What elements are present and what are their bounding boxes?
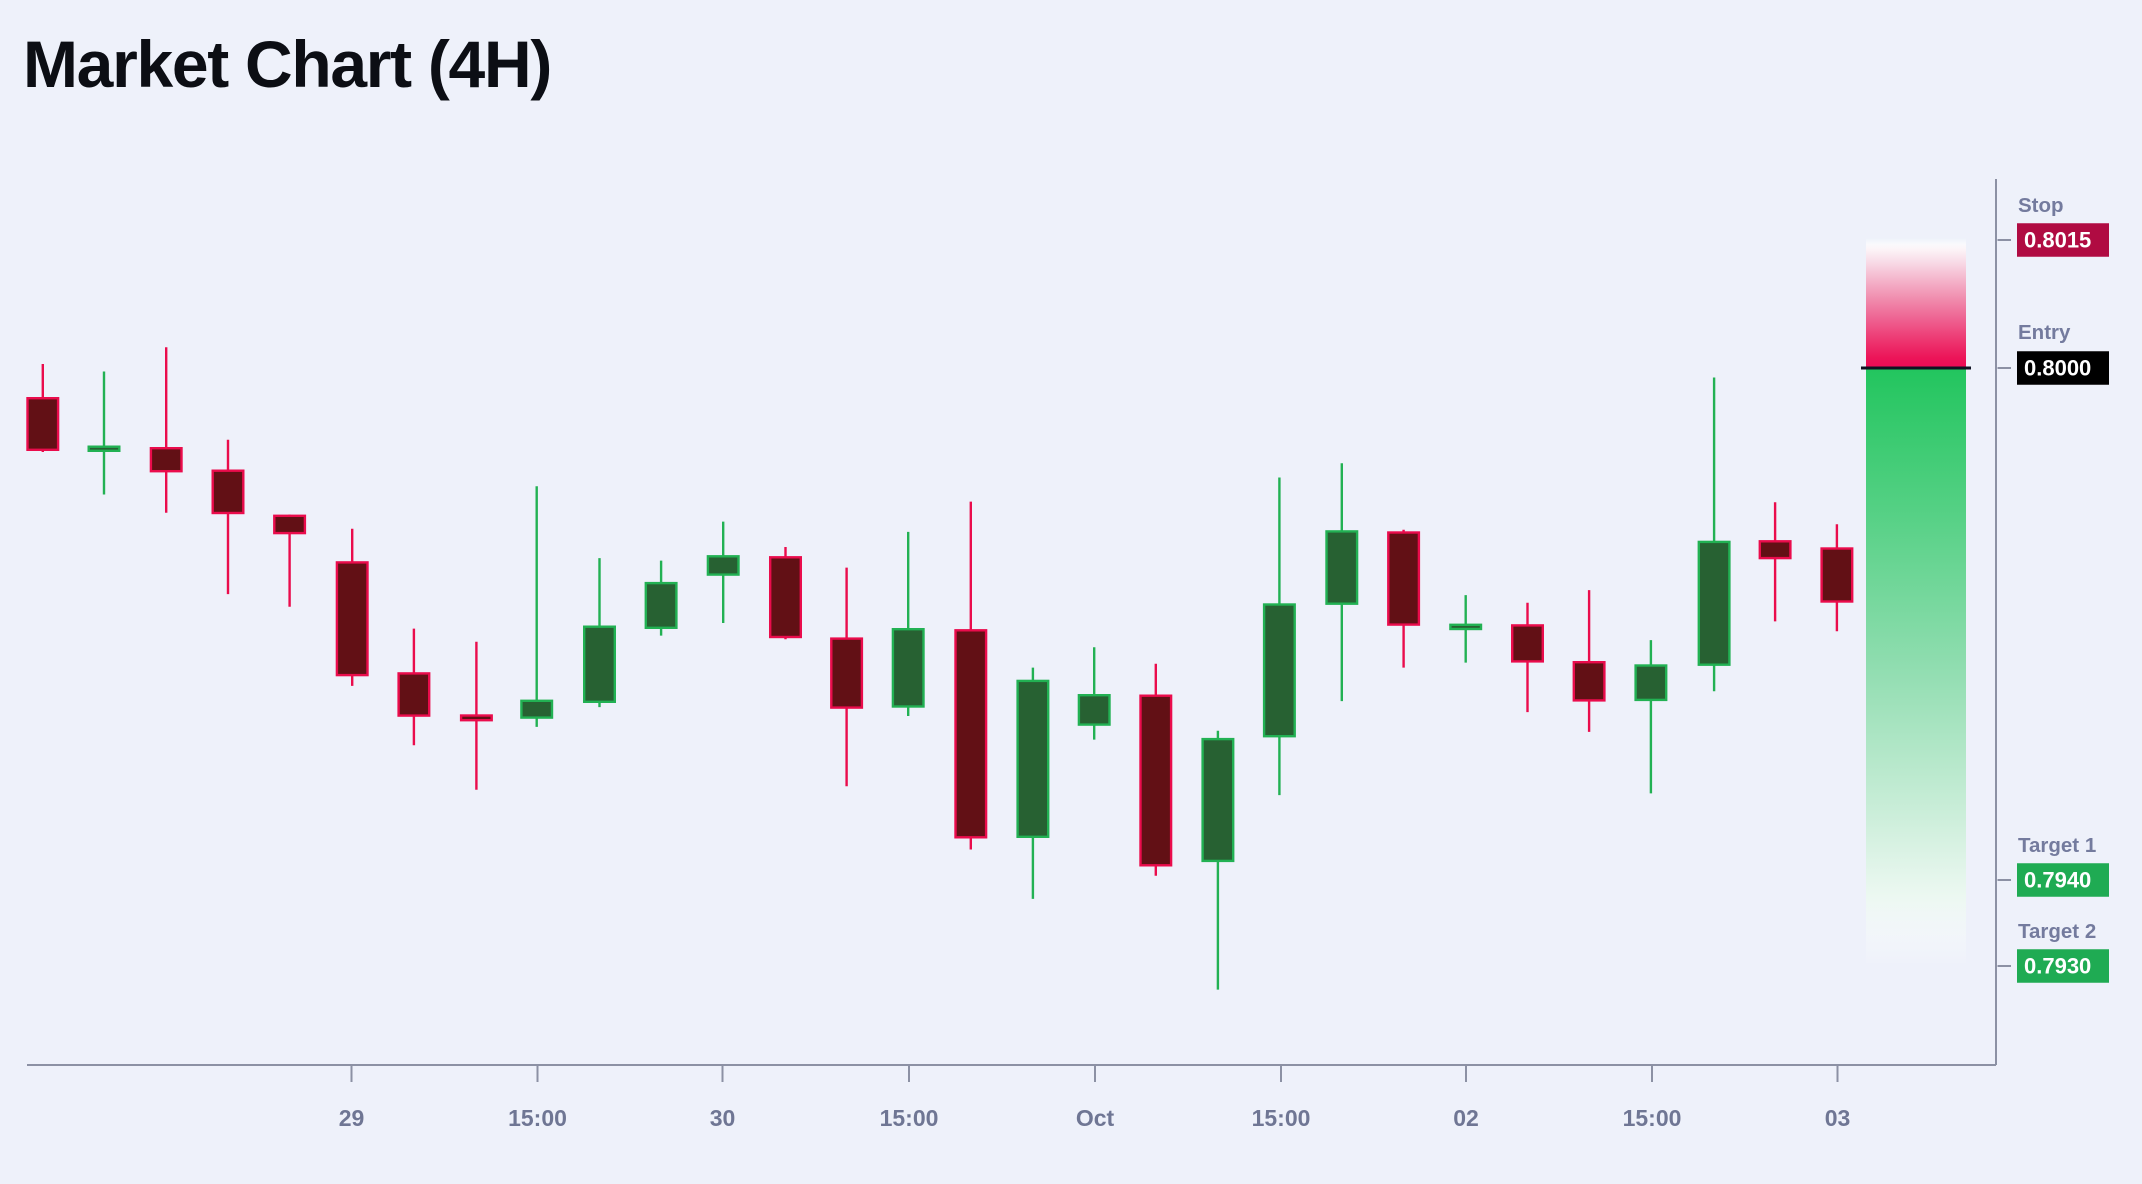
svg-text:Entry: Entry (2018, 321, 2071, 344)
svg-text:0.7940: 0.7940 (2024, 868, 2091, 893)
svg-text:30: 30 (710, 1105, 736, 1131)
svg-text:Stop: Stop (2018, 194, 2064, 217)
svg-text:29: 29 (339, 1105, 365, 1131)
svg-text:0.8000: 0.8000 (2024, 356, 2091, 381)
svg-text:Target 1: Target 1 (2018, 834, 2096, 857)
svg-text:03: 03 (1825, 1105, 1851, 1131)
svg-text:15:00: 15:00 (1252, 1105, 1311, 1131)
svg-text:15:00: 15:00 (1623, 1105, 1682, 1131)
svg-text:0.8015: 0.8015 (2024, 228, 2091, 253)
svg-text:02: 02 (1453, 1105, 1479, 1131)
svg-text:0.7930: 0.7930 (2024, 954, 2091, 979)
svg-text:Oct: Oct (1076, 1105, 1115, 1131)
svg-text:15:00: 15:00 (880, 1105, 939, 1131)
svg-text:Target 2: Target 2 (2018, 920, 2096, 943)
svg-text:15:00: 15:00 (508, 1105, 567, 1131)
